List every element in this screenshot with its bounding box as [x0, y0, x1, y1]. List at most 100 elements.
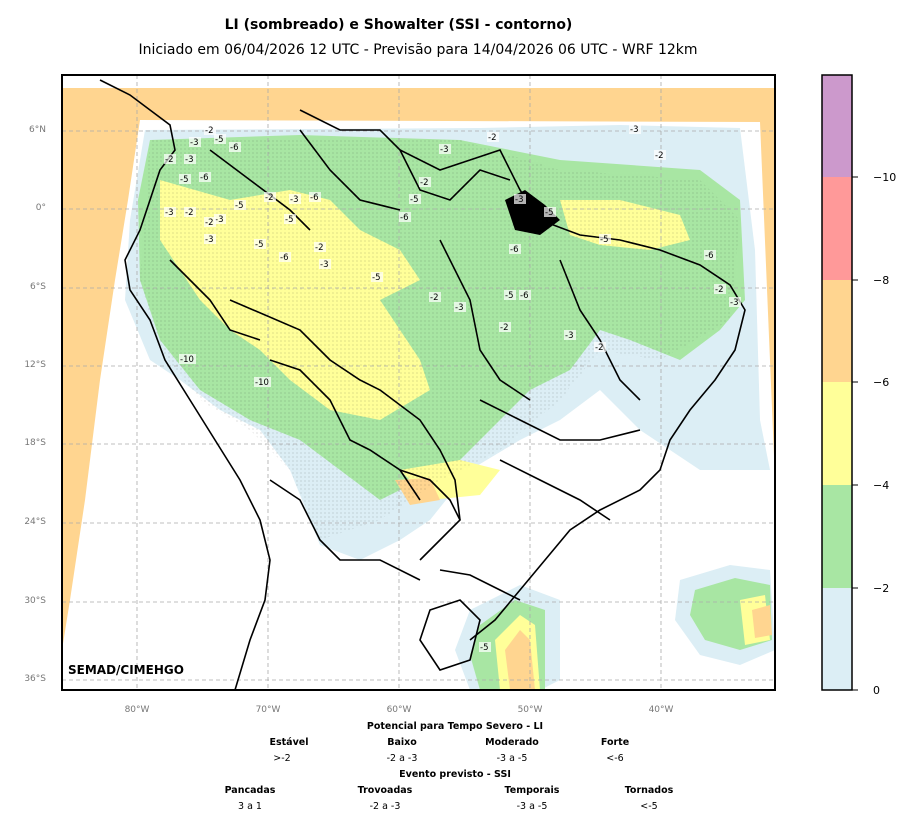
li-legend-title: Potencial para Tempo Severo - LI: [366, 721, 544, 732]
contour-label-bg: [164, 154, 176, 164]
border-paraguay: [399, 469, 461, 561]
border-peru: [169, 259, 261, 341]
contour-label-bg: [289, 194, 301, 204]
contour-label: -6: [200, 173, 208, 183]
lat-label: 30°S: [24, 596, 46, 606]
gridlines: [62, 75, 775, 690]
ssi-category-range: <-5: [640, 801, 658, 812]
contour-label-bg: [214, 134, 226, 144]
contour-label: -3: [440, 145, 448, 155]
ssi-dotted-contours: [140, 140, 740, 540]
contour-label: -5: [410, 195, 418, 205]
ssi-category-range: 3 a 1: [238, 801, 262, 812]
ssi-category-name: Pancadas: [224, 785, 276, 796]
contour-label: -3: [215, 215, 223, 225]
ssi-category-name: Trovoadas: [357, 785, 413, 796]
contour-label: -10: [180, 355, 194, 365]
ssi-category-range: -3 a -5: [516, 801, 548, 812]
contour-label-bg: [179, 174, 191, 184]
contour-label-bg: [544, 207, 556, 217]
contour-label-bg: [454, 302, 466, 312]
contour-label-bg: [229, 142, 241, 152]
lat-label: 12°S: [24, 360, 46, 370]
contour-label: -3: [455, 303, 463, 313]
contour-label: -2: [715, 285, 723, 295]
contour-label: -5: [215, 135, 223, 145]
contour-labels: -2-3 -5-6-2 -3-5 -6-3 -2-3-5-2 -3 -6-5-2-3 -5-6…: [164, 124, 741, 653]
contour-label: -2: [165, 155, 173, 165]
contour-label-bg: [504, 290, 516, 300]
contour-label-bg: [254, 377, 271, 387]
colorbar-segment-1: [822, 485, 852, 588]
border-argentina: [269, 479, 421, 581]
contour-label-bg: [409, 194, 421, 204]
borders: [99, 79, 746, 690]
li-category-name: Estável: [269, 737, 309, 748]
contour-label: -6: [400, 213, 408, 223]
contour-label-bg: [519, 290, 531, 300]
coastline-north: [299, 109, 746, 641]
contour-label: -3: [290, 195, 298, 205]
lon-label: 60°W: [386, 705, 412, 715]
contour-label: -6: [310, 193, 318, 203]
contour-label: -2: [595, 343, 603, 353]
lat-label: 6°S: [30, 282, 46, 292]
contour-label: -3: [630, 125, 638, 135]
contour-label: -3: [320, 260, 328, 270]
contour-label-bg: [429, 292, 441, 302]
state-borders-5: [419, 599, 481, 671]
contour-label-bg: [371, 272, 383, 282]
colorbar-label: −2: [873, 582, 890, 595]
contour-label-bg: [309, 192, 321, 202]
lat-label: 36°S: [24, 674, 46, 684]
map-subtitle: Iniciado em 06/04/2026 12 UTC - Previsão…: [138, 42, 698, 58]
contour-label: -5: [505, 291, 513, 301]
contour-label-bg: [314, 242, 326, 252]
contour-label-bg: [184, 207, 196, 217]
colorbar-segment-3: [822, 280, 852, 382]
contour-label: -6: [705, 251, 713, 261]
colorbar-segment-5: [822, 75, 852, 177]
contour-label: -2: [655, 151, 663, 161]
lon-label: 50°W: [517, 705, 543, 715]
lat-label: 6°N: [29, 125, 46, 135]
li-category-range: >-2: [273, 753, 291, 764]
contour-label-bg: [629, 124, 641, 134]
contour-label: -2: [500, 323, 508, 333]
contour-label: -3: [165, 208, 173, 218]
contour-label: -3: [185, 155, 193, 165]
state-borders-1: [439, 239, 531, 401]
border-brazil-west: [229, 299, 461, 521]
li-category-range: -2 a -3: [386, 753, 418, 764]
ssi-category-name: Tornados: [624, 785, 674, 796]
li-category-range: <-6: [606, 753, 624, 764]
contour-label: -3: [205, 235, 213, 245]
contour-label-bg: [264, 192, 276, 202]
contour-label-bg: [704, 250, 716, 260]
lat-label: 0°: [35, 203, 46, 213]
contour-label: -3: [565, 331, 573, 341]
contour-label-bg: [189, 137, 201, 147]
border-guyanas: [399, 149, 511, 201]
ssi-category-range: -2 a -3: [369, 801, 401, 812]
contour-label: -5: [180, 175, 188, 185]
colorbar-label: −10: [873, 171, 897, 184]
contour-label: -3: [515, 195, 523, 205]
colorbar: [821, 74, 858, 691]
contour-label-bg: [199, 172, 211, 182]
contour-label: -6: [280, 253, 288, 263]
contour-label-bg: [279, 252, 291, 262]
contour-label-bg: [509, 244, 521, 254]
state-borders-3: [479, 399, 641, 441]
contour-label: -5: [285, 215, 293, 225]
li-category-range: -3 a -5: [496, 753, 528, 764]
lat-label: 24°S: [24, 517, 46, 527]
map-frame: [61, 74, 776, 691]
colorbar-label: −6: [873, 376, 890, 389]
colorbar-segment-4: [822, 177, 852, 280]
contour-label-bg: [319, 259, 331, 269]
colorbar-label: 0: [873, 684, 880, 697]
li-category-name: Forte: [600, 737, 630, 748]
contour-label-bg: [419, 177, 431, 187]
